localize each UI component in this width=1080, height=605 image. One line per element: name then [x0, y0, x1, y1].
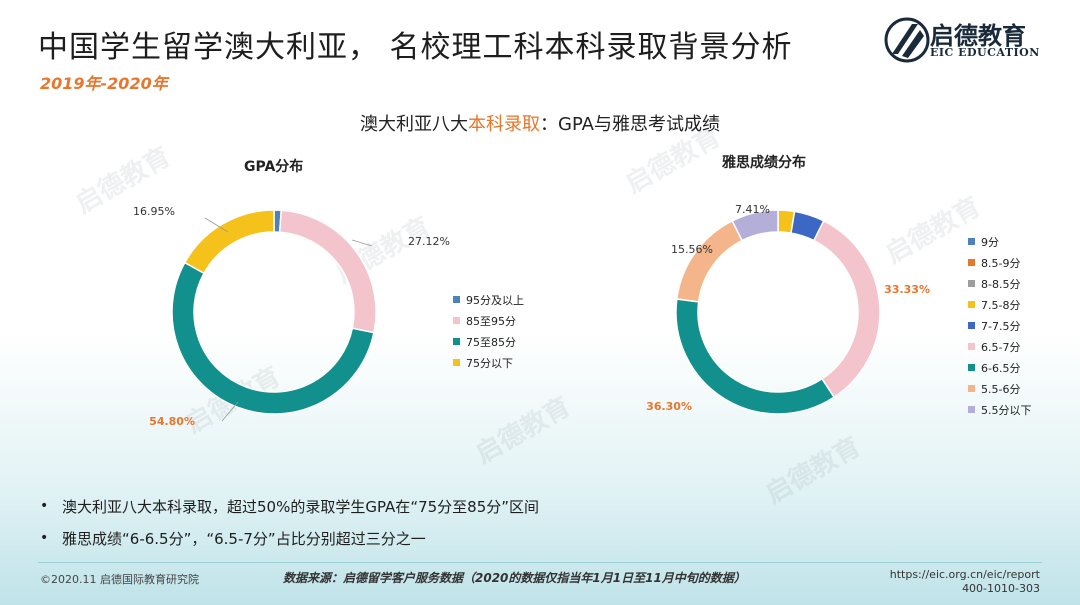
subtitle-pre: 澳大利亚八大: [360, 114, 469, 135]
legend-item: 8-8.5分: [968, 273, 1032, 294]
leader-line: [221, 401, 239, 422]
legend-swatch-icon: [968, 280, 975, 287]
bullet-item: • 澳大利亚八大本科录取，超过50%的录取学生GPA在“75分至85分”区间: [40, 490, 539, 522]
legend-swatch-icon: [968, 385, 975, 392]
footer-source: 数据来源：启德留学客户服务数据（2020的数据仅指当年1月1日至11月中旬的数据…: [283, 571, 746, 585]
ielts-chart-title: 雅思成绩分布: [722, 155, 806, 171]
data-label-ielts-5: 33.33%: [884, 283, 930, 296]
date-range: 2019年-2020年: [40, 74, 168, 93]
legend-label: 8.5-9分: [981, 256, 1021, 270]
chart-subtitle: 澳大利亚八大本科录取：GPA与雅思考试成绩: [0, 110, 1080, 136]
donut-slice-ielts-5: [812, 219, 881, 399]
data-label-gpa-1: 27.12%: [408, 235, 450, 248]
subtitle-post: ：GPA与雅思考试成绩: [540, 114, 720, 135]
legend-item: 6.5-7分: [968, 336, 1032, 357]
legend-item: 8.5-9分: [968, 252, 1032, 273]
gpa-chart-title: GPA分布: [244, 159, 304, 175]
legend-label: 75至85分: [466, 335, 516, 349]
legend-item: 5.5分以下: [968, 399, 1032, 420]
legend-label: 7-7.5分: [981, 319, 1021, 333]
footer-phone: 400-1010-303: [962, 582, 1040, 595]
legend-swatch-icon: [968, 322, 975, 329]
legend-label: 8-8.5分: [981, 277, 1021, 291]
bullet-text: 澳大利亚八大本科录取，超过50%的录取学生GPA在“75分至85分”区间: [62, 497, 540, 516]
legend-swatch-icon: [968, 238, 975, 245]
donut-slice-ielts-7: [675, 219, 744, 303]
legend-swatch-icon: [968, 406, 975, 413]
data-label-ielts-6: 36.30%: [646, 400, 692, 413]
summary-bullets: • 澳大利亚八大本科录取，超过50%的录取学生GPA在“75分至85分”区间 • 雅…: [40, 490, 539, 554]
data-label-ielts-8: 7.41%: [735, 203, 770, 216]
legend-item: 5.5-6分: [968, 378, 1032, 399]
legend-item: 6-6.5分: [968, 357, 1032, 378]
footer-url[interactable]: https://eic.org.cn/eic/report: [889, 568, 1040, 581]
legend-item: 7.5-8分: [968, 294, 1032, 315]
ielts-legend: 9分 8.5-9分 8-8.5分 7.5-8分 7-7.5分 6.5-7分 6-6.5分 5.…: [968, 231, 1032, 420]
bullet-text: 雅思成绩“6-6.5分”，“6.5-7分”占比分别超过三分之一: [62, 529, 426, 548]
legend-swatch-icon: [453, 338, 460, 345]
legend-label: 9分: [981, 235, 999, 249]
legend-swatch-icon: [453, 296, 460, 303]
legend-label: 95分及以上: [466, 293, 524, 307]
bullet-dot-icon: •: [40, 530, 49, 546]
donut-slice-ielts-8: [731, 209, 779, 242]
legend-item: 9分: [968, 231, 1032, 252]
leader-line: [204, 217, 229, 233]
bullet-item: • 雅思成绩“6-6.5分”，“6.5-7分”占比分别超过三分之一: [40, 522, 539, 554]
legend-item: 75分以下: [453, 352, 524, 373]
legend-item: 7-7.5分: [968, 315, 1032, 336]
gpa-legend: 95分及以上 85至95分 75至85分 75分以下: [453, 289, 524, 373]
footer-divider: [38, 562, 1042, 563]
legend-label: 85至95分: [466, 314, 516, 328]
logo-name-en: EIC EDUCATION: [930, 46, 1040, 59]
legend-swatch-icon: [968, 259, 975, 266]
data-label-ielts-7: 15.56%: [671, 243, 713, 256]
eic-logo-icon: [884, 17, 930, 63]
page-title: 中国学生留学澳大利亚， 名校理工科本科录取背景分析: [38, 30, 793, 65]
donut-slice-ielts-6: [675, 298, 836, 415]
legend-swatch-icon: [968, 301, 975, 308]
legend-label: 75分以下: [466, 356, 513, 370]
data-label-gpa-3: 16.95%: [133, 205, 175, 218]
legend-item: 85至95分: [453, 310, 524, 331]
bullet-dot-icon: •: [40, 498, 49, 514]
legend-swatch-icon: [453, 359, 460, 366]
legend-swatch-icon: [453, 317, 460, 324]
legend-swatch-icon: [968, 343, 975, 350]
data-label-gpa-2: 54.80%: [149, 415, 195, 428]
logo-name-cn: 启德教育: [930, 22, 1026, 50]
footer-contact: https://eic.org.cn/eic/report 400-1010-3…: [890, 568, 1040, 596]
legend-label: 6.5-7分: [981, 340, 1021, 354]
legend-label: 7.5-8分: [981, 298, 1021, 312]
footer-copyright: ©2020.11 启德国际教育研究院: [40, 573, 199, 586]
legend-item: 95分及以上: [453, 289, 524, 310]
legend-label: 5.5分以下: [981, 403, 1032, 417]
leader-line: [351, 239, 373, 247]
donut-slice-gpa-1: [278, 209, 377, 334]
donut-slice-gpa-3: [183, 209, 275, 275]
legend-swatch-icon: [968, 364, 975, 371]
legend-item: 75至85分: [453, 331, 524, 352]
subtitle-highlight: 本科录取: [468, 114, 541, 135]
legend-label: 6-6.5分: [981, 361, 1021, 375]
legend-label: 5.5-6分: [981, 382, 1021, 396]
donut-slice-gpa-2: [171, 261, 375, 415]
